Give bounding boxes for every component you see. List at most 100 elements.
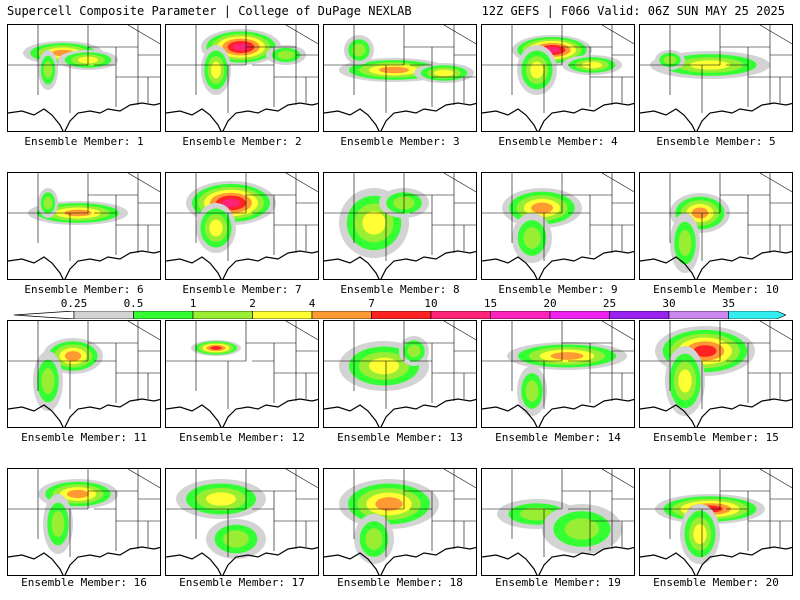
state-border [127, 25, 160, 45]
ensemble-member-panel [323, 172, 477, 280]
state-border [127, 469, 160, 489]
state-border [443, 469, 476, 489]
ensemble-member-label: Ensemble Member: 7 [182, 283, 302, 296]
state-border [759, 25, 792, 45]
scp-map [324, 321, 476, 427]
scp-contour [41, 368, 55, 394]
coastline [8, 546, 160, 575]
scp-map [482, 25, 634, 131]
scp-contour [352, 43, 366, 57]
colorbar-segment [133, 311, 194, 319]
state-border [759, 173, 792, 193]
scp-contour [693, 345, 717, 357]
state-border [443, 173, 476, 193]
ensemble-member-panel [7, 320, 161, 428]
header-valid-time: 12Z GEFS | F066 Valid: 06Z SUN MAY 25 20… [481, 4, 785, 18]
ensemble-member-panel [639, 172, 793, 280]
coastline [640, 250, 792, 279]
ensemble-member-label: Ensemble Member: 19 [495, 576, 621, 589]
ensemble-member-label: Ensemble Member: 5 [656, 135, 776, 148]
ensemble-member-label: Ensemble Member: 11 [21, 431, 147, 444]
scp-contour [222, 198, 240, 208]
scp-contour [531, 202, 553, 214]
colorbar-tick-label: 25 [602, 297, 617, 310]
coastline [166, 398, 318, 427]
coastline [324, 250, 476, 279]
scp-contour [693, 524, 707, 544]
colorbar-segment [73, 311, 134, 319]
scp-contour [211, 61, 221, 79]
ensemble-member-label: Ensemble Member: 9 [498, 283, 618, 296]
ensemble-member-label: Ensemble Member: 15 [653, 431, 779, 444]
ensemble-member-panel [7, 24, 161, 132]
scp-contour [362, 211, 386, 235]
colorbar-segment [192, 311, 253, 319]
ensemble-member-panel [639, 320, 793, 428]
coastline [8, 250, 160, 279]
ensemble-member-label: Ensemble Member: 3 [340, 135, 460, 148]
scp-map [166, 321, 318, 427]
ensemble-member-panel [165, 24, 319, 132]
coastline [640, 398, 792, 427]
state-border [601, 25, 634, 45]
ensemble-member-label: Ensemble Member: 1 [24, 135, 144, 148]
ensemble-member-label: Ensemble Member: 18 [337, 576, 463, 589]
scp-contour [51, 511, 65, 537]
state-border [759, 469, 792, 489]
scp-contour [523, 227, 541, 249]
colorbar-tick-label: 30 [662, 297, 676, 310]
scp-contour [369, 357, 399, 375]
scp-map [166, 469, 318, 575]
state-border [601, 469, 634, 489]
scp-map [8, 25, 160, 131]
ensemble-member-label: Ensemble Member: 13 [337, 431, 463, 444]
colorbar-segment [668, 311, 729, 319]
ensemble-member-panel [7, 468, 161, 576]
scp-map [640, 321, 792, 427]
state-border [285, 25, 318, 45]
scp-map [482, 321, 634, 427]
ensemble-member-label: Ensemble Member: 8 [340, 283, 460, 296]
scp-contour [277, 50, 295, 60]
coastline [166, 250, 318, 279]
colorbar-segment [549, 311, 610, 319]
scp-contour [210, 346, 222, 350]
ensemble-member-label: Ensemble Member: 16 [21, 576, 147, 589]
scp-map [324, 173, 476, 279]
coastline [482, 398, 634, 427]
colorbar-tick-label: 20 [543, 297, 557, 310]
scp-map [8, 173, 160, 279]
scp-map [8, 469, 160, 575]
scp-contour [550, 352, 584, 360]
ensemble-member-panel [165, 468, 319, 576]
state-border [127, 173, 160, 193]
scp-map [482, 173, 634, 279]
coastline [640, 102, 792, 131]
ensemble-member-panel [165, 320, 319, 428]
scp-map [324, 25, 476, 131]
header-title: Supercell Composite Parameter | College … [7, 4, 412, 18]
scp-contour [206, 492, 236, 506]
scp-map [166, 25, 318, 131]
state-border [285, 321, 318, 341]
scp-contour [525, 380, 539, 402]
state-border [443, 25, 476, 45]
ensemble-member-label: Ensemble Member: 20 [653, 576, 779, 589]
ensemble-member-label: Ensemble Member: 12 [179, 431, 305, 444]
scp-contour [375, 497, 403, 511]
ensemble-member-panel [323, 468, 477, 576]
ensemble-member-panel [481, 468, 635, 576]
colorbar-segment [252, 311, 313, 319]
scp-map [8, 321, 160, 427]
colorbar-legend: 0.25 0.5 1 2 4 7 10 15 20 25 30 35 [14, 297, 786, 319]
scp-map [640, 469, 792, 575]
colorbar-low-arrow [14, 311, 75, 319]
colorbar-tick-label: 7 [368, 297, 375, 310]
ensemble-member-panel [7, 172, 161, 280]
scp-contour [564, 518, 600, 540]
state-border [759, 321, 792, 341]
coastline [8, 398, 160, 427]
coastline [482, 250, 634, 279]
scp-contour [519, 507, 555, 521]
coastline [482, 546, 634, 575]
